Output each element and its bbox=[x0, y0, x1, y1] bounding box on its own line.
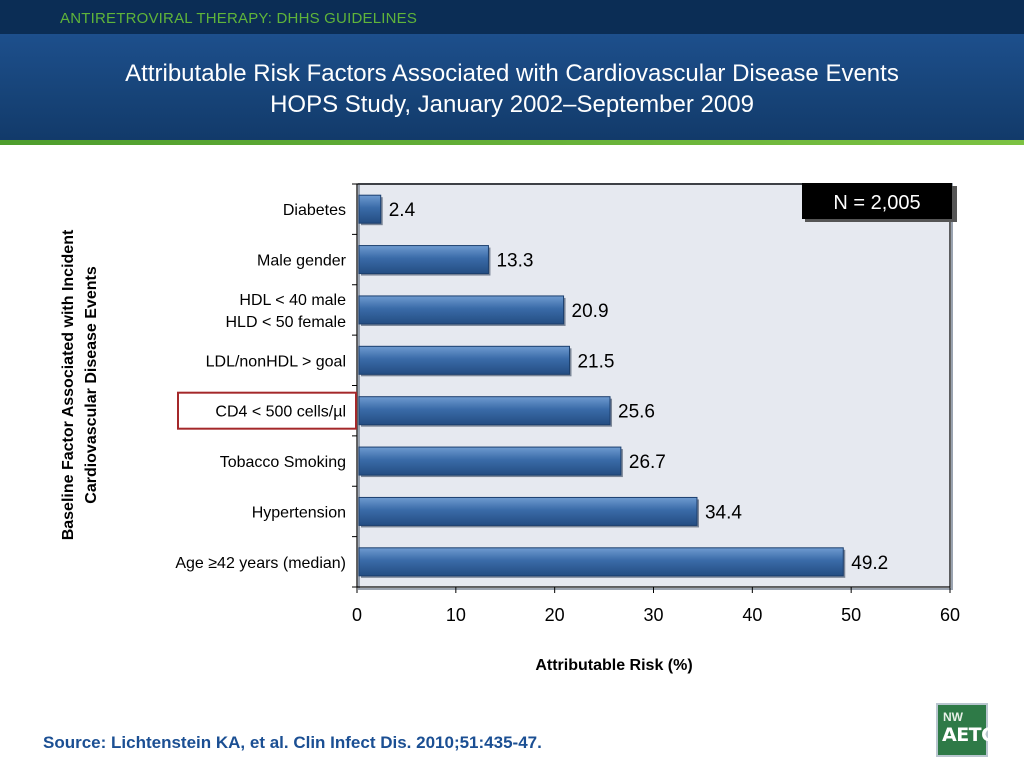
bar-value-label: 13.3 bbox=[496, 251, 533, 272]
source-citation: Source: Lichtenstein KA, et al. Clin Inf… bbox=[43, 733, 542, 752]
x-tick-label: 60 bbox=[940, 605, 960, 625]
x-tick-label: 20 bbox=[545, 605, 565, 625]
bar-value-label: 20.9 bbox=[572, 301, 609, 322]
category-label: Tobacco Smoking bbox=[220, 454, 346, 471]
title-line-1: Attributable Risk Factors Associated wit… bbox=[125, 60, 899, 87]
x-tick-label: 50 bbox=[841, 605, 861, 625]
bar-value-label: 2.4 bbox=[389, 200, 416, 221]
x-tick-label: 40 bbox=[742, 605, 762, 625]
bar bbox=[358, 295, 565, 325]
bar bbox=[358, 496, 698, 526]
bar-value-label: 25.6 bbox=[618, 402, 655, 423]
category-label: CD4 < 500 cells/µl bbox=[215, 404, 346, 421]
title-banner bbox=[0, 34, 1024, 140]
logo-aetc-text: AETC bbox=[942, 724, 995, 746]
bar bbox=[358, 194, 382, 224]
category-label: Male gender bbox=[257, 253, 347, 270]
bar bbox=[358, 245, 489, 275]
bar bbox=[358, 345, 570, 375]
bar-value-label: 34.4 bbox=[705, 502, 742, 523]
x-axis-title: Attributable Risk (%) bbox=[535, 657, 692, 674]
y-axis-title-line-2: Cardiovascular Disease Events bbox=[83, 266, 100, 504]
category-label: HLD < 50 female bbox=[225, 314, 346, 331]
bar bbox=[358, 396, 611, 426]
logo-nw-text: NW bbox=[943, 710, 963, 724]
title-line-2: HOPS Study, January 2002–September 2009 bbox=[270, 91, 754, 118]
x-tick-label: 0 bbox=[352, 605, 362, 625]
bar-value-label: 49.2 bbox=[851, 553, 888, 574]
aetc-logo: NW AETC bbox=[936, 703, 995, 757]
divider-rule bbox=[0, 140, 1024, 145]
category-label: LDL/nonHDL > goal bbox=[206, 353, 346, 370]
bar bbox=[358, 547, 844, 577]
bar-value-label: 21.5 bbox=[577, 351, 614, 372]
y-axis-title-line-1: Baseline Factor Associated with Incident bbox=[60, 229, 77, 540]
category-label: Diabetes bbox=[283, 202, 346, 219]
category-label: Hypertension bbox=[252, 504, 346, 521]
slide-title: Attributable Risk Factors Associated wit… bbox=[0, 58, 1024, 120]
highlight-box bbox=[177, 391, 357, 430]
x-tick-label: 10 bbox=[446, 605, 466, 625]
x-tick-label: 30 bbox=[643, 605, 663, 625]
bar bbox=[358, 446, 622, 476]
annotation-box bbox=[802, 183, 952, 219]
bar-value-label: 26.7 bbox=[629, 452, 666, 473]
category-label: Age ≥42 years (median) bbox=[175, 555, 346, 572]
top-banner: ANTIRETROVIRAL THERAPY: DHHS GUIDELINES bbox=[0, 0, 1024, 34]
category-label: ANTIRETROVIRAL THERAPY: DHHS GUIDELINES bbox=[60, 10, 418, 27]
annotation-text: N = 2,005 bbox=[833, 192, 920, 214]
category-label: HDL < 40 male bbox=[239, 292, 346, 309]
